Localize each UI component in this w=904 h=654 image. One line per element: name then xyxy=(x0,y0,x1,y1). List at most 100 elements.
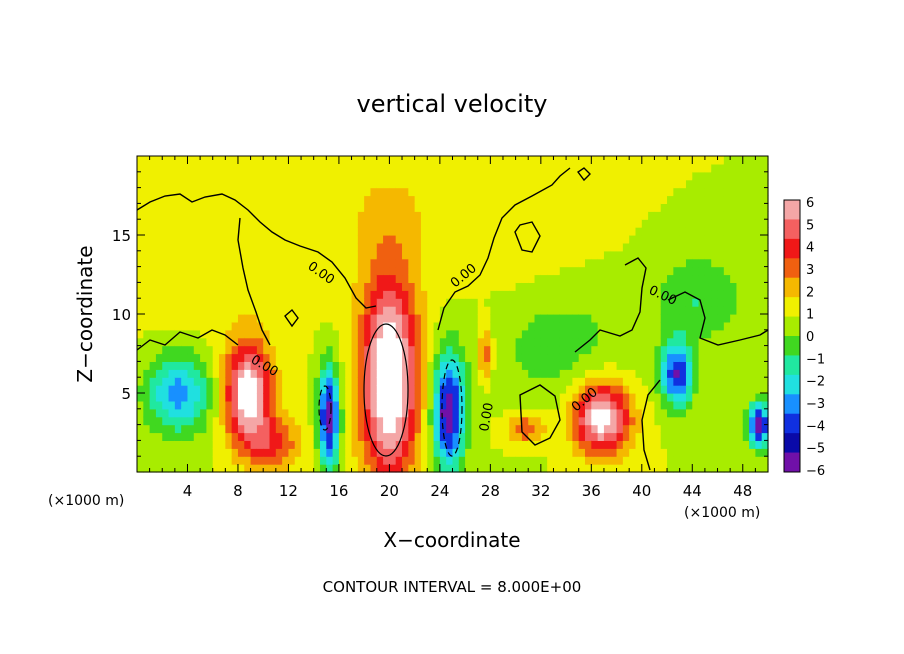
heatmap-cell xyxy=(572,163,580,173)
heatmap-cell xyxy=(458,242,466,252)
heatmap-cell xyxy=(755,250,763,260)
heatmap-cell xyxy=(383,195,390,204)
heatmap-cell xyxy=(553,306,561,315)
heatmap-cell xyxy=(237,314,245,323)
heatmap-cell xyxy=(490,400,498,410)
heatmap-cell xyxy=(723,408,731,418)
heatmap-cell xyxy=(509,369,517,378)
heatmap-cell xyxy=(143,393,151,402)
heatmap-cell xyxy=(521,353,529,362)
heatmap-cell xyxy=(559,432,567,441)
heatmap-cell xyxy=(137,448,144,457)
heatmap-cell xyxy=(679,235,687,244)
heatmap-cell xyxy=(294,219,302,228)
heatmap-cell xyxy=(749,242,756,252)
heatmap-cell xyxy=(547,163,555,173)
heatmap-cell xyxy=(345,211,353,220)
heatmap-cell xyxy=(181,393,189,402)
heatmap-cell xyxy=(206,400,214,410)
heatmap-cell xyxy=(244,211,252,220)
heatmap-cell xyxy=(585,385,592,394)
heatmap-cell xyxy=(477,448,485,457)
heatmap-cell xyxy=(206,258,214,268)
heatmap-cell xyxy=(755,361,763,370)
heatmap-cell xyxy=(698,203,706,212)
heatmap-cell xyxy=(603,377,611,386)
heatmap-cell xyxy=(357,242,365,252)
heatmap-cell xyxy=(294,432,302,441)
heatmap-cell xyxy=(452,242,460,252)
heatmap-cell xyxy=(313,187,321,197)
heatmap-cell xyxy=(263,298,271,307)
heatmap-cell xyxy=(547,258,555,268)
heatmap-cell xyxy=(162,400,170,410)
x-tick-label: 40 xyxy=(632,482,651,500)
heatmap-cell xyxy=(509,321,517,331)
heatmap-cell xyxy=(370,171,378,181)
heatmap-cell xyxy=(547,314,555,323)
heatmap-cell xyxy=(635,258,643,268)
heatmap-cell xyxy=(660,448,668,457)
heatmap-cell xyxy=(597,456,605,465)
heatmap-cell xyxy=(402,290,409,299)
heatmap-cell xyxy=(408,290,416,299)
heatmap-cell xyxy=(559,203,567,212)
heatmap-cell xyxy=(219,353,226,362)
heatmap-cell xyxy=(364,171,372,181)
heatmap-cell xyxy=(597,377,605,386)
heatmap-cell xyxy=(711,163,719,173)
heatmap-cell xyxy=(597,464,605,473)
heatmap-cell xyxy=(704,179,712,189)
heatmap-cell xyxy=(326,440,334,449)
heatmap-cell xyxy=(761,424,769,434)
heatmap-cell xyxy=(237,432,245,441)
heatmap-cell xyxy=(692,400,700,410)
heatmap-cell xyxy=(597,345,605,355)
heatmap-cell xyxy=(212,345,220,355)
heatmap-cell xyxy=(736,195,744,204)
heatmap-cell xyxy=(723,282,731,291)
heatmap-cell xyxy=(667,274,674,283)
heatmap-cell xyxy=(357,250,365,260)
heatmap-cell xyxy=(187,156,195,165)
heatmap-cell xyxy=(219,385,226,394)
heatmap-cell xyxy=(345,424,353,434)
heatmap-cell xyxy=(755,393,763,402)
heatmap-cell xyxy=(332,314,340,323)
heatmap-cell xyxy=(439,440,447,449)
heatmap-cell xyxy=(452,306,460,315)
heatmap-cell xyxy=(622,440,630,449)
heatmap-cell xyxy=(275,171,283,181)
heatmap-cell xyxy=(698,274,706,283)
heatmap-cell xyxy=(540,377,548,386)
heatmap-cell xyxy=(679,171,687,181)
heatmap-cell xyxy=(698,361,706,370)
heatmap-cell xyxy=(383,385,390,394)
heatmap-cell xyxy=(679,156,687,165)
heatmap-cell xyxy=(225,464,233,473)
heatmap-cell xyxy=(187,258,195,268)
heatmap-cell xyxy=(288,440,296,449)
heatmap-cell xyxy=(162,464,170,473)
updraft-core-contour xyxy=(363,323,409,457)
heatmap-cell xyxy=(187,274,195,283)
heatmap-cell xyxy=(654,156,662,165)
heatmap-cell xyxy=(603,456,611,465)
heatmap-cell xyxy=(256,385,264,394)
heatmap-cell xyxy=(200,235,208,244)
heatmap-cell xyxy=(730,282,738,291)
heatmap-cell xyxy=(685,298,693,307)
heatmap-cell xyxy=(212,448,220,457)
heatmap-cell xyxy=(484,424,491,434)
heatmap-cell xyxy=(749,163,756,173)
heatmap-cell xyxy=(383,432,390,441)
heatmap-cell xyxy=(149,163,157,173)
heatmap-cell xyxy=(364,456,372,465)
heatmap-cell xyxy=(155,274,163,283)
heatmap-cell xyxy=(597,393,605,402)
heatmap-cell xyxy=(465,156,473,165)
heatmap-cell xyxy=(420,464,428,473)
heatmap-cell xyxy=(244,424,252,434)
colorbar-label: 2 xyxy=(806,285,814,300)
heatmap-cell xyxy=(294,195,302,204)
